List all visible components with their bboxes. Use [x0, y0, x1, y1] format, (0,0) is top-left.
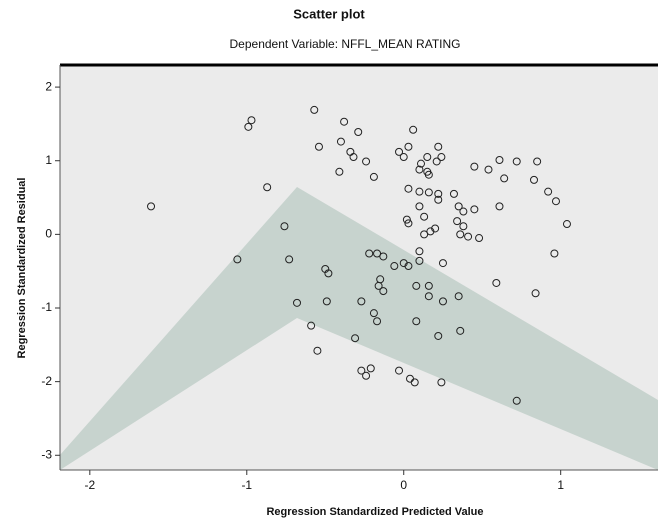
y-tick-label: 1 [45, 153, 52, 167]
y-tick-label: 2 [45, 79, 52, 93]
y-axis-label: Regression Standardized Residual [16, 178, 28, 359]
chart-subtitle: Dependent Variable: NFFL_MEAN RATING [230, 37, 461, 51]
y-tick-label: -3 [41, 447, 52, 461]
x-tick-label: 1 [557, 478, 564, 492]
x-axis-label: Regression Standardized Predicted Value [266, 506, 483, 518]
x-tick-label: -2 [84, 478, 95, 492]
x-tick-label: 0 [400, 478, 407, 492]
page: {"chart_data": {"type": "scatter", "titl… [0, 0, 658, 524]
y-tick-label: -1 [41, 300, 52, 314]
x-tick-label: -1 [241, 478, 252, 492]
y-tick-label: 0 [45, 227, 52, 241]
y-tick-label: -2 [41, 374, 52, 388]
chart-title: Scatter plot [293, 6, 365, 21]
chart: Scatter plot Dependent Variable: NFFL_ME… [0, 0, 658, 524]
